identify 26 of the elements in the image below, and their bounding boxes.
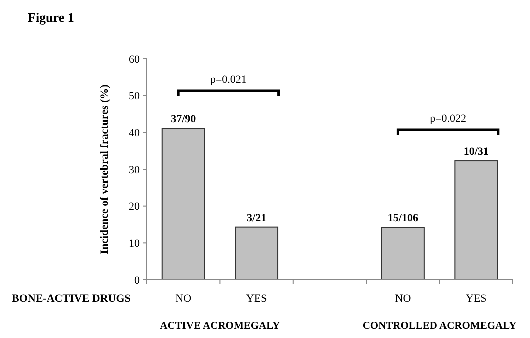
x-tick-label: NO bbox=[395, 293, 412, 305]
y-axis-title: Incidence of vertebral fractures (%) bbox=[99, 84, 111, 254]
y-tick-label: 20 bbox=[129, 201, 140, 214]
bar bbox=[235, 226, 279, 280]
x-tick-label: YES bbox=[466, 293, 487, 305]
annotation: p=0.022 bbox=[430, 113, 467, 125]
data-label: 15/106 bbox=[388, 212, 419, 225]
y-tick-label: 50 bbox=[129, 90, 140, 103]
data-label: 37/90 bbox=[171, 114, 197, 126]
bar bbox=[381, 227, 425, 280]
annotation: p=0.021 bbox=[210, 74, 247, 86]
x-tick-label: NO bbox=[176, 293, 192, 305]
data-label: 10/31 bbox=[464, 146, 489, 158]
y-tick-label: 10 bbox=[129, 238, 140, 250]
data-label: 3/21 bbox=[247, 212, 267, 224]
text: CONTROLLED ACROMEGALY bbox=[362, 321, 518, 332]
x-axis-title: BONE-ACTIVE DRUGS bbox=[12, 293, 131, 305]
y-tick-label: 0 bbox=[134, 274, 140, 287]
bar bbox=[162, 128, 206, 280]
text: ACTIVE ACROMEGALY bbox=[160, 321, 281, 332]
chart-title: Figure 1 bbox=[28, 10, 74, 25]
y-tick-label: 30 bbox=[129, 164, 140, 176]
x-tick-label: YES bbox=[246, 293, 268, 305]
bar bbox=[454, 160, 498, 280]
y-tick-label: 60 bbox=[129, 54, 140, 66]
y-tick-label: 40 bbox=[129, 128, 140, 140]
